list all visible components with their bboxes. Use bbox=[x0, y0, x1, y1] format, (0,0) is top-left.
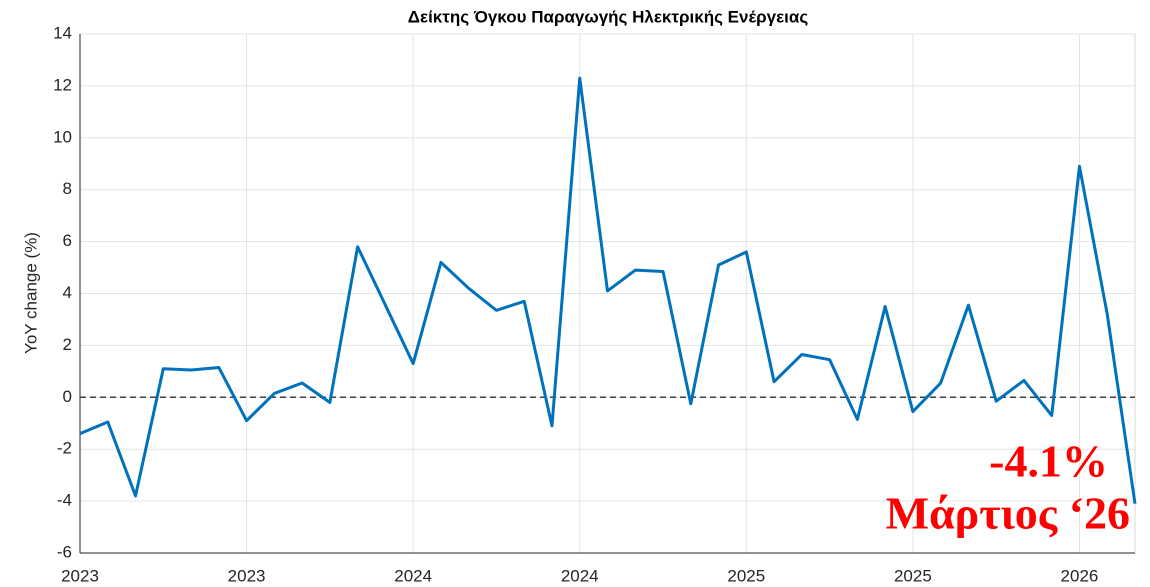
y-tick-label: 10 bbox=[53, 127, 72, 146]
annotation: -4.1% bbox=[989, 436, 1108, 487]
x-tick-label: 2025 bbox=[727, 566, 765, 585]
y-tick-label: 0 bbox=[63, 387, 72, 406]
y-tick-label: 12 bbox=[53, 75, 72, 94]
y-tick-label: 8 bbox=[63, 179, 72, 198]
chart-title: Δείκτης Όγκου Παραγωγής Ηλεκτρικής Ενέργ… bbox=[408, 7, 809, 26]
data-line bbox=[79, 76, 1137, 504]
y-tick-label: 6 bbox=[63, 231, 72, 250]
x-tick-label: 2024 bbox=[561, 566, 599, 585]
x-tick-label: 2025 bbox=[894, 566, 932, 585]
annotation: Μάρτιος ‘26 bbox=[886, 488, 1130, 539]
y-tick-label: 2 bbox=[63, 335, 72, 354]
y-tick-label: 4 bbox=[63, 283, 72, 302]
x-tick-label: 2024 bbox=[394, 566, 432, 585]
x-tick-label: 2026 bbox=[1061, 566, 1099, 585]
y-tick-label: -6 bbox=[57, 542, 72, 561]
y-tick-label: -4 bbox=[57, 491, 72, 510]
y-axis-label: YoY change (%) bbox=[21, 232, 40, 354]
x-tick-label: 2023 bbox=[228, 566, 266, 585]
y-tick-label: 14 bbox=[53, 23, 72, 42]
y-tick-label: -2 bbox=[57, 439, 72, 458]
x-tick-label: 2023 bbox=[61, 566, 99, 585]
